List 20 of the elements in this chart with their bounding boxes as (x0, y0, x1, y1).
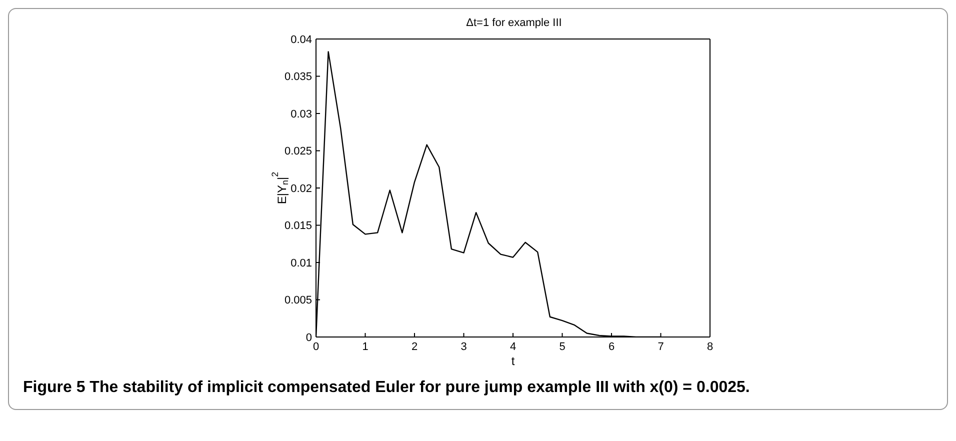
x-tick-label: 1 (362, 340, 368, 353)
x-tick-label: 7 (658, 340, 664, 353)
x-tick-label: 6 (608, 340, 615, 353)
caption: Figure 5 The stability of implicit compensated Euler for pure jump example III with x(0) = 0.0025. (22, 378, 751, 398)
y-tick-label: 0.025 (284, 146, 312, 158)
x-tick-label: 3 (460, 340, 467, 353)
x-tick-label: 5 (559, 340, 566, 353)
x-tick-label: 2 (411, 340, 418, 353)
y-tick-label: 0 (306, 332, 312, 344)
y-tick-label: 0.04 (290, 34, 312, 46)
chart-title: Δt=1 for example III (465, 17, 563, 29)
y-tick-label: 0.02 (290, 182, 312, 195)
x-tick-label: 8 (706, 340, 714, 353)
y-tick-label: 0.005 (284, 294, 312, 307)
x-tick-label: 4 (510, 340, 516, 353)
y-tick-label: 0.035 (284, 71, 312, 84)
x-axis-title: t (511, 354, 516, 368)
y-tick-label: 0.01 (290, 257, 312, 270)
y-tick-label: 0.015 (284, 220, 312, 232)
y-tick-label: 0.03 (290, 108, 312, 120)
